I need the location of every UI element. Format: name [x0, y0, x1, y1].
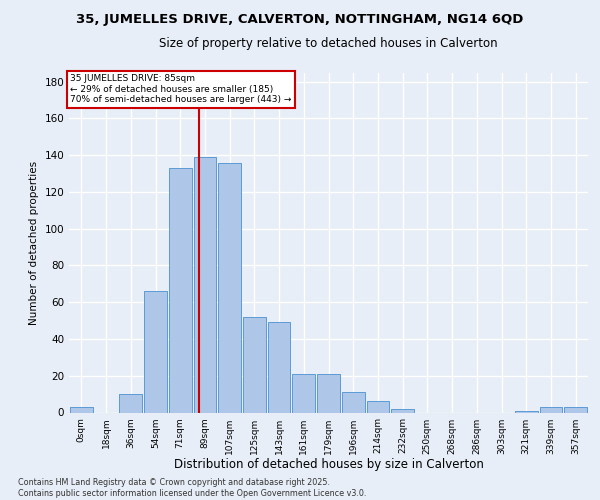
Bar: [342, 392, 365, 412]
Bar: [194, 157, 216, 412]
Y-axis label: Number of detached properties: Number of detached properties: [29, 160, 39, 324]
Bar: [268, 322, 290, 412]
X-axis label: Distribution of detached houses by size in Calverton: Distribution of detached houses by size …: [173, 458, 484, 471]
Bar: [144, 291, 167, 412]
Bar: [515, 410, 538, 412]
Bar: [218, 162, 241, 412]
Bar: [119, 394, 142, 412]
Bar: [70, 407, 93, 412]
Bar: [564, 407, 587, 412]
Bar: [317, 374, 340, 412]
Bar: [243, 317, 266, 412]
Title: Size of property relative to detached houses in Calverton: Size of property relative to detached ho…: [159, 38, 498, 51]
Bar: [367, 402, 389, 412]
Bar: [292, 374, 315, 412]
Text: 35 JUMELLES DRIVE: 85sqm
← 29% of detached houses are smaller (185)
70% of semi-: 35 JUMELLES DRIVE: 85sqm ← 29% of detach…: [70, 74, 292, 104]
Text: Contains HM Land Registry data © Crown copyright and database right 2025.
Contai: Contains HM Land Registry data © Crown c…: [18, 478, 367, 498]
Bar: [391, 409, 414, 412]
Bar: [169, 168, 191, 412]
Text: 35, JUMELLES DRIVE, CALVERTON, NOTTINGHAM, NG14 6QD: 35, JUMELLES DRIVE, CALVERTON, NOTTINGHA…: [76, 12, 524, 26]
Bar: [539, 407, 562, 412]
